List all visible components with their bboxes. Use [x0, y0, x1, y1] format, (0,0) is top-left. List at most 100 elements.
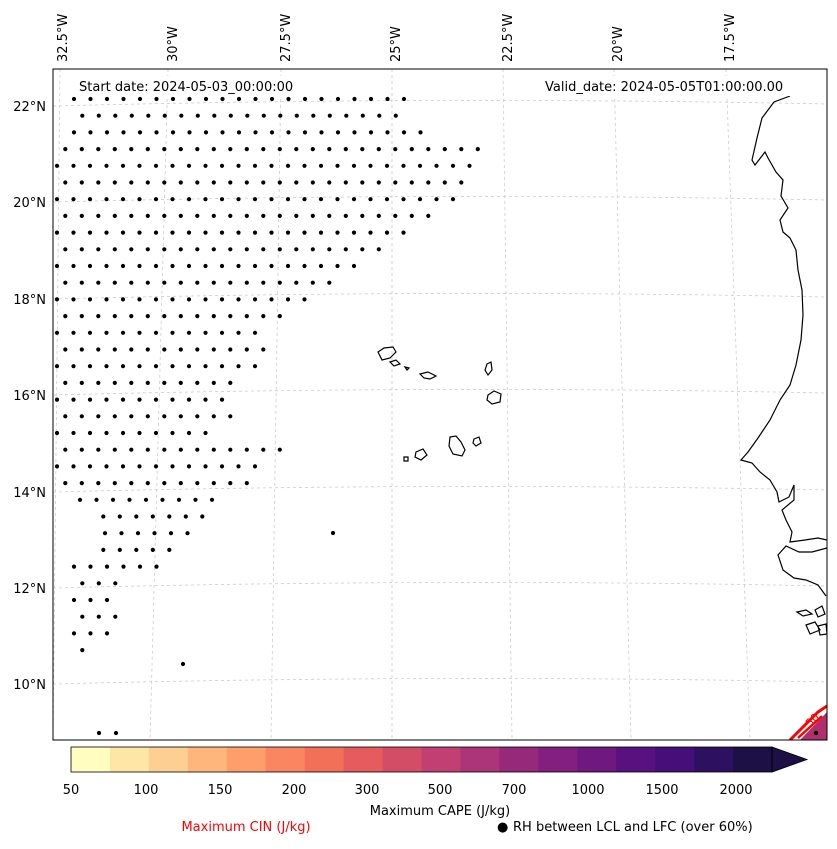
rh-dot	[426, 213, 431, 218]
rh-dot	[54, 364, 60, 369]
rh-dot	[178, 247, 183, 252]
rh-dot	[87, 163, 93, 168]
colorbar-tick-150: 150	[208, 783, 233, 798]
rh-dot	[178, 147, 183, 152]
rh-dot	[63, 347, 68, 352]
rh-dot	[368, 163, 373, 168]
rh-dot	[384, 197, 390, 202]
rh-dot	[302, 96, 308, 102]
rh-dot	[88, 130, 93, 135]
rh-dot	[285, 197, 291, 202]
rh-dot	[236, 330, 241, 335]
rh-dot	[200, 514, 205, 519]
lat-label-16n: 16°N	[13, 389, 46, 404]
rh-dot	[368, 96, 374, 102]
rh-dot	[360, 113, 365, 118]
rh-dot	[137, 263, 142, 269]
rh-dot	[245, 113, 250, 118]
rh-dot	[219, 364, 225, 369]
colorbar-cell	[538, 747, 578, 772]
rh-dot	[352, 130, 357, 135]
rh-dot	[294, 213, 299, 218]
rh-dot	[79, 347, 84, 352]
bissagos-islands	[795, 605, 827, 636]
rh-dot	[409, 213, 414, 218]
rh-dot	[434, 197, 439, 202]
rh-dot	[236, 96, 242, 102]
rh-dot	[203, 430, 208, 436]
rh-dot	[228, 213, 233, 218]
rh-dot	[203, 397, 208, 402]
rh-dot	[318, 197, 324, 202]
rh-dot	[87, 263, 93, 269]
rh-dot	[178, 380, 183, 385]
rh-dot	[80, 614, 85, 619]
rh-dot	[71, 364, 76, 369]
rh-dot	[71, 297, 76, 302]
rh-dot	[104, 130, 110, 135]
rh-dot	[121, 130, 126, 135]
rh-dot	[104, 163, 109, 168]
rh-dot	[393, 213, 398, 218]
rh-dot	[203, 96, 209, 102]
rh-dot	[220, 96, 225, 102]
rh-dot	[186, 464, 192, 469]
rh-dot	[318, 163, 324, 168]
rh-dot	[195, 447, 200, 452]
rh-dot	[96, 213, 101, 218]
rh-dot	[228, 347, 233, 352]
rh-dot	[112, 380, 117, 385]
rh-dot	[54, 397, 60, 402]
lat-label-12n: 12°N	[13, 582, 46, 597]
rh-dot	[212, 113, 217, 118]
map-frame	[52, 68, 828, 741]
rh-dot	[104, 230, 109, 235]
colorbar-cell	[577, 747, 617, 772]
rh-dot	[178, 447, 183, 452]
rh-dot	[170, 96, 176, 102]
rh-dot	[80, 581, 85, 586]
rh-dot	[162, 380, 167, 385]
rh-dot	[137, 197, 142, 202]
lat-label-10n: 10°N	[13, 678, 46, 693]
rh-dot	[252, 163, 258, 168]
rh-dot	[195, 314, 200, 319]
start-date-label: Start date: 2024-05-03_00:00:00	[79, 80, 293, 95]
rh-dot	[236, 163, 241, 168]
rh-dot	[153, 330, 159, 335]
rh-dot	[160, 497, 165, 502]
rh-dot	[409, 147, 414, 152]
rh-dot	[186, 230, 192, 235]
cin-contour-line-inner	[797, 715, 823, 739]
rh-dot	[261, 113, 266, 118]
rh-dot	[418, 130, 423, 135]
rh-dot	[101, 514, 106, 519]
rh-dot	[327, 113, 332, 118]
rh-dot	[112, 213, 117, 218]
rh-dot	[87, 464, 93, 469]
lat-label-22n: 22°N	[13, 100, 46, 115]
rh-dot	[220, 130, 225, 135]
rh-dot	[129, 180, 134, 185]
rh-dot	[211, 481, 216, 486]
rh-dot	[63, 414, 68, 419]
rh-dot	[277, 280, 282, 285]
rh-dot	[79, 247, 84, 252]
rh-dot	[137, 397, 142, 402]
rh-dot	[343, 180, 348, 185]
rh-dot	[393, 180, 398, 185]
rh-dot	[113, 730, 119, 736]
rh-dot	[236, 130, 242, 135]
rh-dot	[71, 430, 76, 436]
rh-dot	[120, 364, 126, 369]
rh-dot	[104, 364, 109, 369]
rh-dot	[145, 247, 150, 252]
cape-verde-sal	[484, 361, 493, 377]
rh-dot	[228, 147, 233, 152]
rh-dot	[162, 113, 167, 118]
rh-dot	[335, 197, 340, 202]
rh-dot	[129, 147, 134, 152]
rh-dot	[195, 213, 200, 218]
cape-verde-maio	[472, 436, 482, 447]
